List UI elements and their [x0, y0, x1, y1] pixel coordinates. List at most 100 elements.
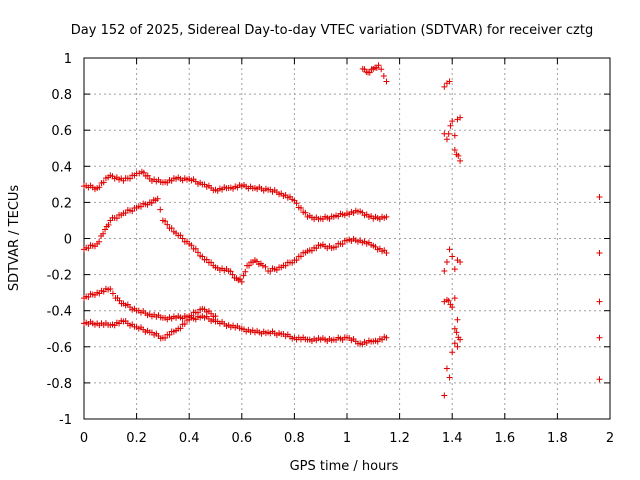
data-point [441, 83, 448, 90]
data-point [157, 206, 164, 213]
data-point [451, 325, 458, 332]
data-point [262, 263, 269, 270]
data-point [177, 232, 184, 239]
data-point [208, 259, 215, 266]
data-point [596, 298, 603, 305]
data-point [383, 78, 390, 85]
data-point [596, 334, 603, 341]
data-point [140, 169, 147, 176]
data-point [383, 249, 390, 256]
data-point [105, 221, 112, 228]
y-tick-label: -1 [59, 413, 72, 428]
data-point [109, 290, 116, 297]
data-point [449, 304, 456, 311]
x-tick-label: 1.6 [494, 431, 515, 446]
x-tick-label: 0.2 [126, 431, 147, 446]
data-point [100, 230, 107, 237]
data-point [445, 130, 452, 137]
y-axis-label: SDTVAR / TECUs [7, 185, 22, 292]
data-point [227, 268, 234, 275]
data-point [451, 340, 458, 347]
data-point [212, 313, 219, 320]
data-point [596, 376, 603, 383]
data-point [451, 132, 458, 139]
data-point [179, 235, 186, 242]
data-point [162, 335, 169, 342]
data-point [181, 321, 188, 328]
data-point [177, 325, 184, 332]
data-point [129, 208, 136, 215]
data-point [308, 247, 315, 254]
x-tick-label: 1.8 [547, 431, 568, 446]
data-point [297, 204, 304, 211]
x-axis-tick-labels: 0 0.2 0.4 0.6 0.8 1 1.2 1.4 1.6 1.8 2 [80, 431, 614, 446]
data-point [457, 336, 464, 343]
y-tick-label: -0.6 [47, 341, 72, 356]
data-point [282, 262, 289, 269]
data-point [457, 258, 464, 265]
data-point [383, 213, 390, 220]
data-point [302, 209, 309, 216]
data-point [445, 297, 452, 304]
y-tick-label: -0.4 [47, 305, 72, 320]
data-point [166, 331, 173, 338]
data-point [457, 157, 464, 164]
data-point [366, 69, 373, 76]
data-point [449, 118, 456, 125]
data-point [383, 334, 390, 341]
data-point [441, 392, 448, 399]
y-axis-tick-labels: 1 0.8 0.6 0.4 0.2 0 -0.2 -0.4 -0.6 -0.8 -1 [47, 52, 72, 428]
data-point [242, 268, 249, 275]
data-point [441, 267, 448, 274]
data-point [127, 175, 134, 182]
data-point [144, 172, 151, 179]
data-point [85, 293, 92, 300]
data-point [164, 221, 171, 228]
x-tick-label: 1.2 [389, 431, 410, 446]
data-point [137, 203, 144, 210]
data-point [107, 286, 114, 293]
y-tick-label: 0 [64, 233, 72, 248]
data-point [380, 73, 387, 80]
y-tick-label: 1 [64, 52, 72, 67]
data-point [313, 245, 320, 252]
data-point [188, 242, 195, 249]
data-points [81, 62, 603, 399]
data-point [102, 226, 109, 233]
data-point [375, 62, 382, 69]
data-point [453, 329, 460, 336]
x-axis-label: GPS time / hours [290, 459, 399, 474]
data-point [443, 136, 450, 143]
data-point [293, 200, 300, 207]
x-tick-label: 0 [80, 431, 88, 446]
x-tick-label: 0.4 [179, 431, 200, 446]
data-point [596, 249, 603, 256]
data-point [148, 199, 155, 206]
data-point [449, 253, 456, 260]
x-tick-label: 0.6 [231, 431, 252, 446]
data-point [100, 179, 107, 186]
data-point [446, 374, 453, 381]
data-point [596, 193, 603, 200]
data-point [443, 258, 450, 265]
y-tick-label: -0.8 [47, 377, 72, 392]
data-point [229, 271, 236, 278]
data-point [447, 122, 454, 129]
y-tick-label: 0.4 [51, 160, 72, 175]
data-point [454, 343, 461, 350]
data-point [259, 262, 266, 269]
data-point [122, 210, 129, 217]
data-point [451, 295, 458, 302]
data-point [333, 244, 340, 251]
chart-title: Day 152 of 2025, Sidereal Day-to-day VTE… [71, 23, 593, 38]
data-point [203, 256, 210, 263]
data-point [457, 114, 464, 121]
data-point [451, 147, 458, 154]
data-point [96, 238, 103, 245]
data-point [85, 245, 92, 252]
data-point [339, 241, 346, 248]
data-point [293, 257, 300, 264]
y-tick-label: 0.8 [51, 88, 72, 103]
data-point [96, 184, 103, 191]
